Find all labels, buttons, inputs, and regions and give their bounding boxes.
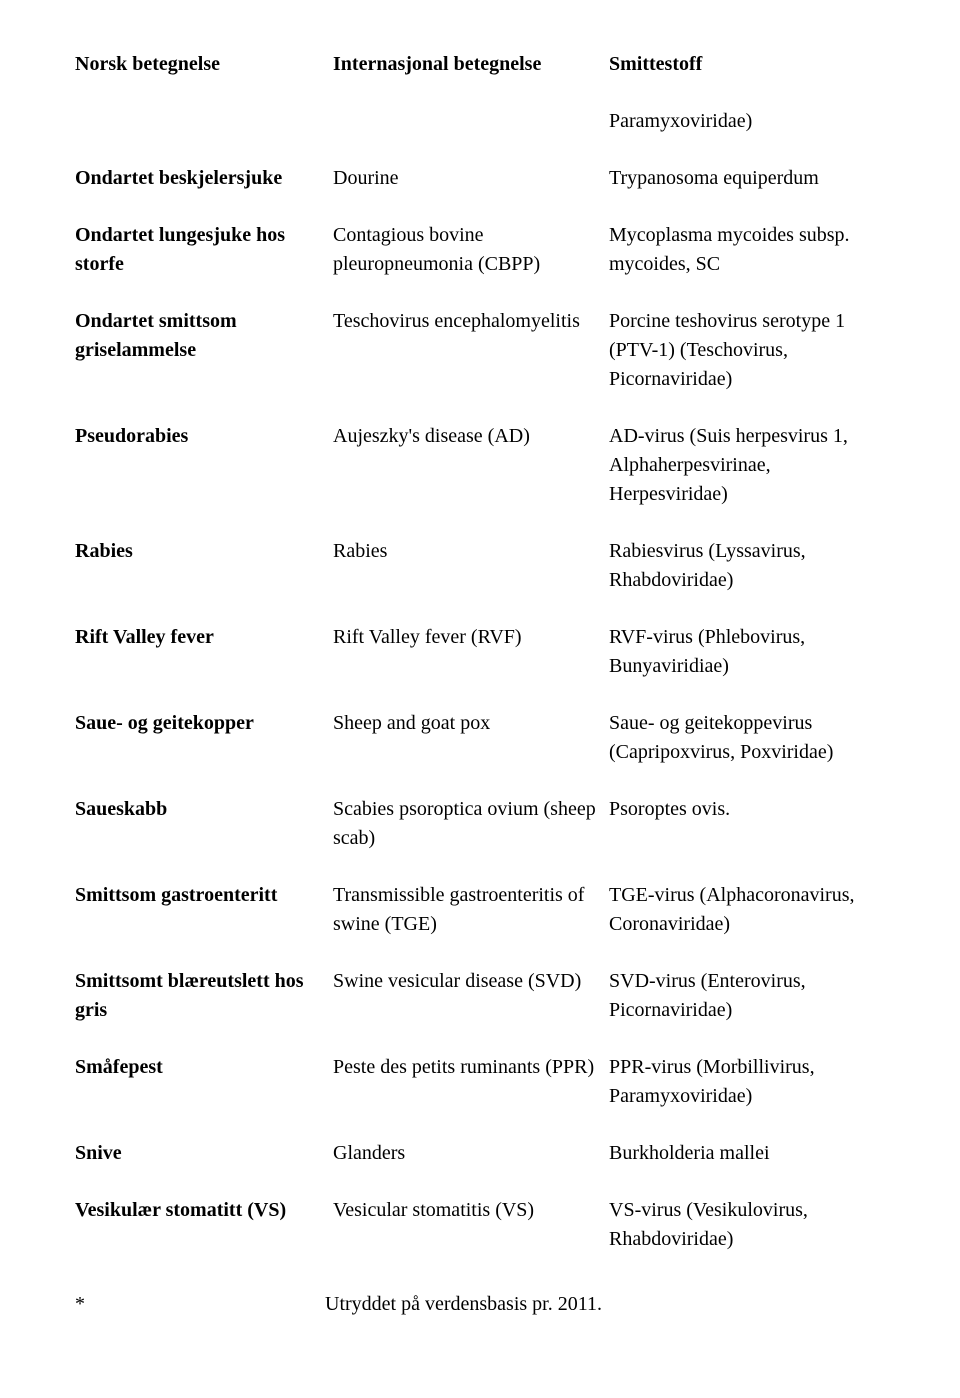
cell-international: Vesicular stomatitis (VS) — [333, 1196, 601, 1282]
footnote-text: Utryddet på verdensbasis pr. 2011. — [325, 1290, 890, 1319]
empty-cell — [333, 107, 601, 164]
cell-smittestoff: AD-virus (Suis herpesvirus 1, Alphaherpe… — [609, 422, 890, 537]
cell-international: Sheep and goat pox — [333, 709, 601, 795]
cell-norsk: Smittsom gastroenteritt — [75, 881, 325, 967]
cell-norsk: Rift Valley fever — [75, 623, 325, 709]
cell-international: Scabies psoroptica ovium (sheep scab) — [333, 795, 601, 881]
cell-international: Peste des petits ruminants (PPR) — [333, 1053, 601, 1139]
cell-smittestoff: VS-virus (Vesikulovirus, Rhabdoviridae) — [609, 1196, 890, 1282]
cell-smittestoff: Rabiesvirus (Lyssavirus, Rhabdoviridae) — [609, 537, 890, 623]
header-col2: Internasjonal betegnelse — [333, 50, 601, 107]
header-col3: Smittestoff — [609, 50, 890, 107]
cell-norsk: Saueskabb — [75, 795, 325, 881]
cell-international: Rift Valley fever (RVF) — [333, 623, 601, 709]
cell-international: Aujeszky's disease (AD) — [333, 422, 601, 537]
cell-international: Rabies — [333, 537, 601, 623]
disease-table: Norsk betegnelse Internasjonal betegnels… — [75, 50, 890, 1282]
cell-international: Transmissible gastroenteritis of swine (… — [333, 881, 601, 967]
cell-norsk: Ondartet smittsom griselammelse — [75, 307, 325, 422]
cell-smittestoff: Porcine teshovirus serotype 1 (PTV-1) (T… — [609, 307, 890, 422]
cell-norsk: Saue- og geitekopper — [75, 709, 325, 795]
cell-norsk: Pseudorabies — [75, 422, 325, 537]
cell-smittestoff: Saue- og geitekoppevirus (Capripoxvirus,… — [609, 709, 890, 795]
cell-international: Dourine — [333, 164, 601, 221]
cell-international: Teschovirus encephalomyelitis — [333, 307, 601, 422]
cell-smittestoff: Mycoplasma mycoides subsp. mycoides, SC — [609, 221, 890, 307]
cell-norsk: Smittsomt blæreutslett hos gris — [75, 967, 325, 1053]
cell-norsk: Vesikulær stomatitt (VS) — [75, 1196, 325, 1282]
header-col1: Norsk betegnelse — [75, 50, 325, 107]
footnote-mark: * — [75, 1290, 325, 1319]
cell-smittestoff: Trypanosoma equiperdum — [609, 164, 890, 221]
orphan-text: Paramyxoviridae) — [609, 107, 890, 164]
cell-smittestoff: Psoroptes ovis. — [609, 795, 890, 881]
cell-norsk: Rabies — [75, 537, 325, 623]
cell-smittestoff: RVF-virus (Phlebovirus, Bunyaviridiae) — [609, 623, 890, 709]
cell-norsk: Småfepest — [75, 1053, 325, 1139]
cell-smittestoff: Burkholderia mallei — [609, 1139, 890, 1196]
cell-smittestoff: PPR-virus (Morbillivirus, Paramyxovirida… — [609, 1053, 890, 1139]
cell-international: Glanders — [333, 1139, 601, 1196]
cell-norsk: Ondartet beskjelersjuke — [75, 164, 325, 221]
cell-norsk: Snive — [75, 1139, 325, 1196]
cell-smittestoff: TGE-virus (Alphacoronavirus, Coronavirid… — [609, 881, 890, 967]
cell-international: Contagious bovine pleuropneumonia (CBPP) — [333, 221, 601, 307]
empty-cell — [75, 107, 325, 164]
footnote-row: * Utryddet på verdensbasis pr. 2011. — [75, 1290, 890, 1319]
cell-norsk: Ondartet lungesjuke hos storfe — [75, 221, 325, 307]
cell-smittestoff: SVD-virus (Enterovirus, Picornaviridae) — [609, 967, 890, 1053]
cell-international: Swine vesicular disease (SVD) — [333, 967, 601, 1053]
